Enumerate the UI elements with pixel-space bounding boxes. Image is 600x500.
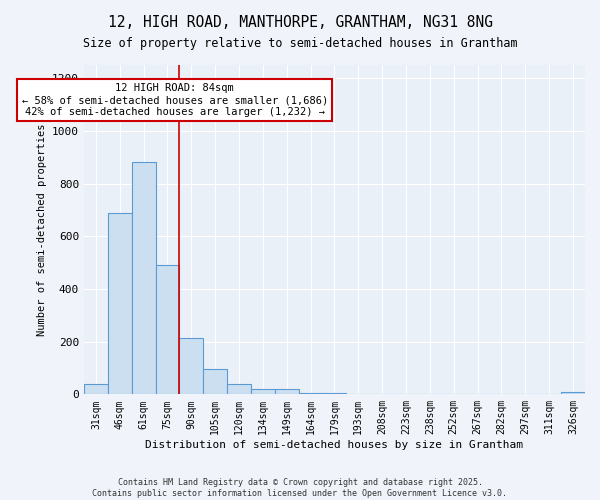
Bar: [323, 393, 346, 394]
Text: Size of property relative to semi-detached houses in Grantham: Size of property relative to semi-detach…: [83, 38, 517, 51]
Bar: [227, 384, 251, 394]
Bar: [108, 212, 131, 394]
Text: 12 HIGH ROAD: 84sqm
← 58% of semi-detached houses are smaller (1,686)
42% of sem: 12 HIGH ROAD: 84sqm ← 58% of semi-detach…: [22, 84, 328, 116]
Bar: [179, 338, 203, 394]
Text: Contains HM Land Registry data © Crown copyright and database right 2025.
Contai: Contains HM Land Registry data © Crown c…: [92, 478, 508, 498]
X-axis label: Distribution of semi-detached houses by size in Grantham: Distribution of semi-detached houses by …: [145, 440, 523, 450]
Bar: [84, 384, 108, 394]
Text: 12, HIGH ROAD, MANTHORPE, GRANTHAM, NG31 8NG: 12, HIGH ROAD, MANTHORPE, GRANTHAM, NG31…: [107, 15, 493, 30]
Bar: [155, 265, 179, 394]
Bar: [251, 389, 275, 394]
Bar: [275, 389, 299, 394]
Bar: [561, 392, 585, 394]
Bar: [299, 393, 323, 394]
Y-axis label: Number of semi-detached properties: Number of semi-detached properties: [37, 124, 47, 336]
Bar: [131, 162, 155, 394]
Bar: [203, 370, 227, 394]
